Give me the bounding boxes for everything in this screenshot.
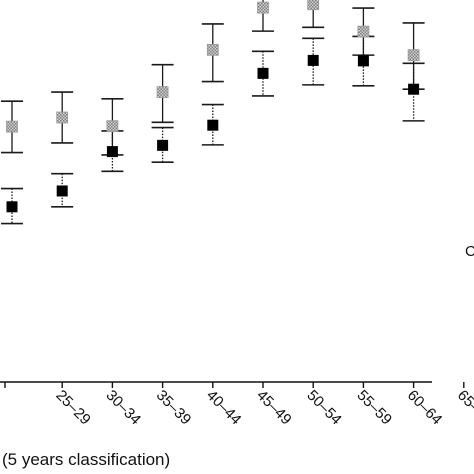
filled-square-marker	[408, 83, 420, 95]
filled-square-marker	[357, 55, 369, 67]
hatched-square-marker	[257, 1, 269, 14]
x-tick-label: 40–44	[203, 387, 245, 429]
x-tick-label: 50–54	[303, 387, 345, 429]
x-tick-label: 30–34	[103, 387, 145, 429]
x-tick-label: 65–69	[454, 387, 474, 429]
filled-square-marker	[157, 139, 169, 151]
x-tick-label: 45–49	[253, 387, 295, 429]
hatched-square-marker	[56, 111, 69, 124]
x-tick-label: 35–39	[153, 387, 195, 429]
x-axis	[0, 381, 465, 388]
filled-square-marker	[307, 54, 319, 66]
x-tick-label: 55–59	[354, 387, 396, 429]
hatched-square-marker	[357, 25, 370, 38]
hatched-square-marker	[206, 43, 219, 56]
x-tick-label: 60–64	[404, 387, 446, 429]
hatched-square-marker	[307, 0, 320, 11]
filled-square-marker	[56, 185, 68, 197]
x-tick-label: 25–29	[52, 387, 94, 429]
x-axis-title: (5 years classification)	[2, 450, 171, 469]
filled-square-marker	[106, 146, 118, 158]
filled-square-marker	[257, 67, 269, 79]
right-panel-letter: C	[465, 243, 474, 260]
x-tick-labels: 25–29 30–34 35–39 40–44 45–49 50–54 55–59 60–64…	[52, 387, 474, 429]
hatched-square-marker	[6, 120, 18, 133]
filled-square-marker	[6, 201, 18, 213]
hatched-square-marker	[407, 49, 420, 62]
data-markers	[6, 0, 420, 213]
hatched-square-marker	[106, 120, 119, 133]
filled-square-marker	[207, 119, 219, 131]
hatched-square-marker	[156, 86, 169, 98]
